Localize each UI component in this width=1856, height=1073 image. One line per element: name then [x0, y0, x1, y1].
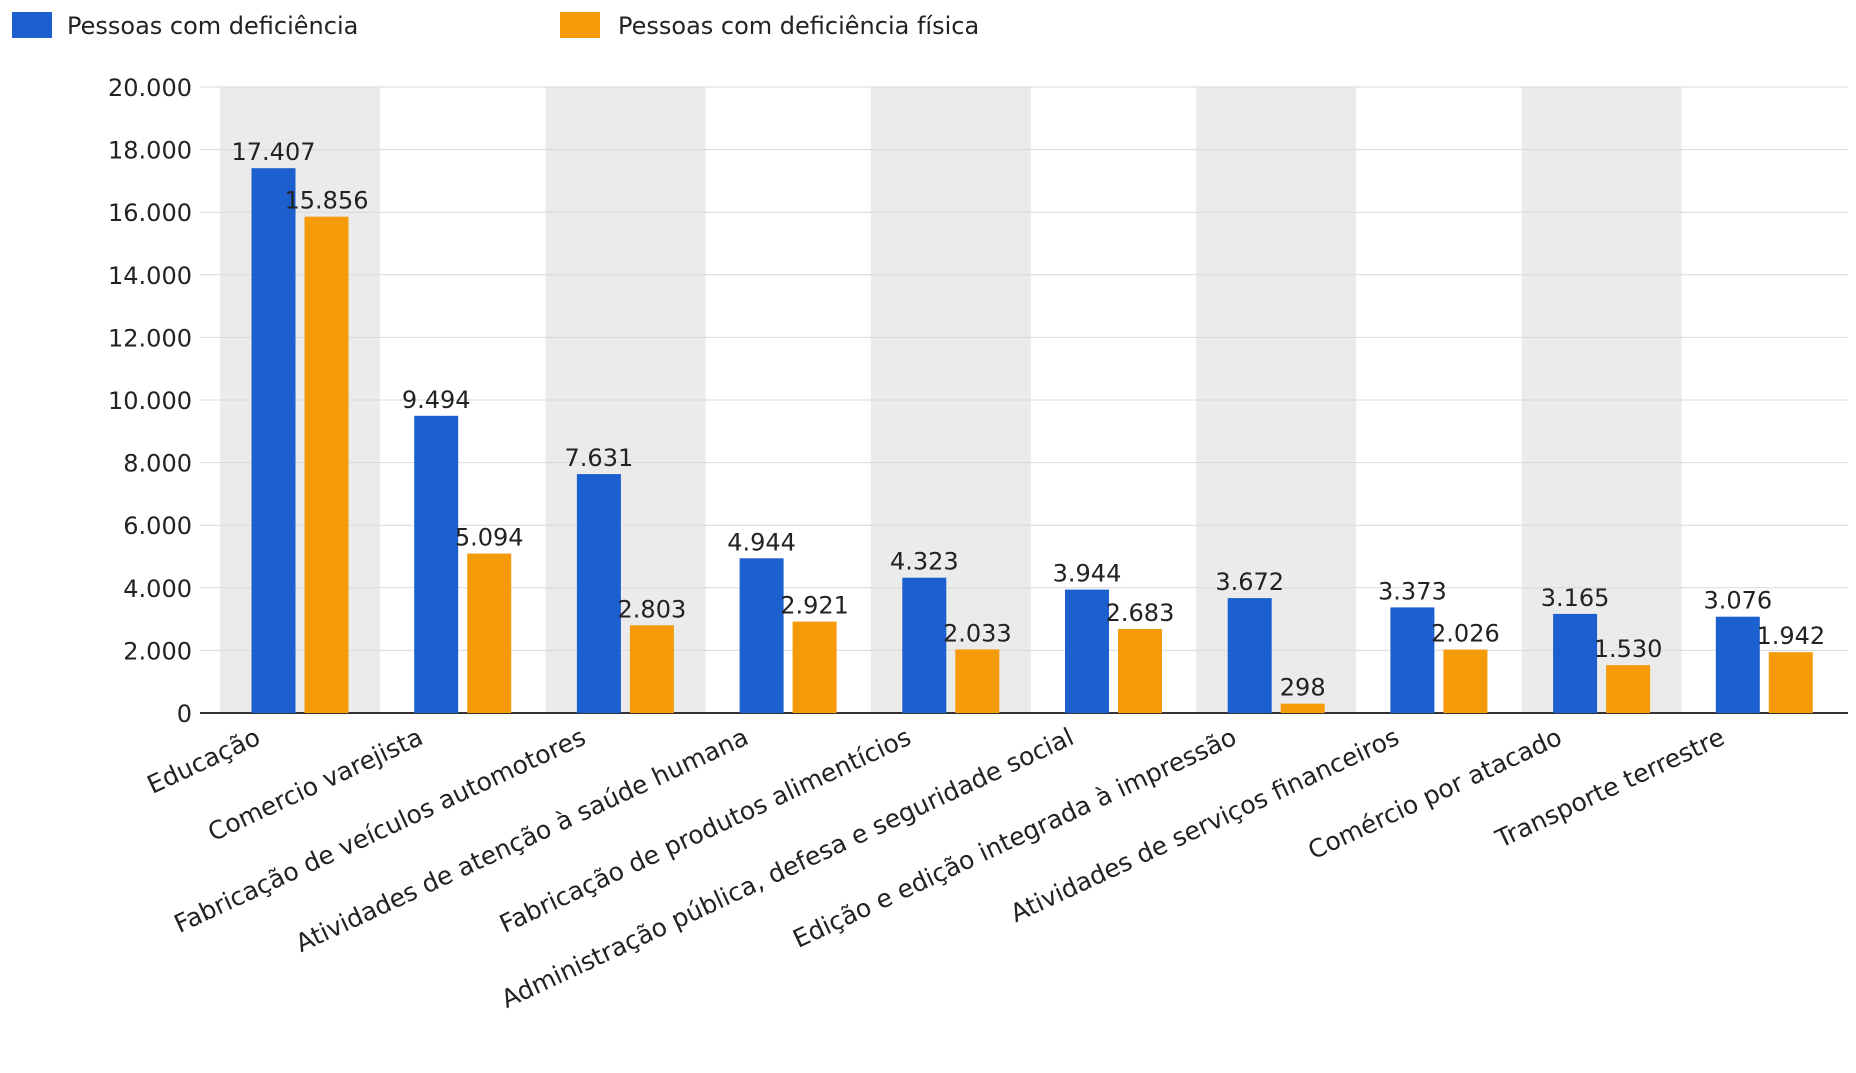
data-label-series-2: 5.094	[455, 524, 524, 552]
bar-series-2	[629, 625, 674, 713]
legend-label-series-1: Pessoas com deficiência	[67, 12, 358, 40]
bar-series-2	[467, 553, 512, 713]
y-tick-label: 4.000	[123, 575, 192, 603]
data-label-series-2: 2.026	[1431, 620, 1500, 648]
data-label-series-1: 7.631	[565, 444, 634, 472]
x-category-label: Educação	[143, 722, 265, 799]
y-tick-label: 6.000	[123, 512, 192, 540]
data-label-series-1: 3.944	[1053, 560, 1122, 588]
bar-series-2	[792, 621, 837, 713]
data-label-series-2: 15.856	[285, 187, 369, 215]
data-label-series-2: 2.033	[943, 619, 1012, 647]
bar-series-1	[1553, 613, 1598, 713]
bar-series-1	[902, 577, 947, 713]
data-label-series-1: 17.407	[232, 138, 316, 166]
data-label-series-2: 2.683	[1106, 599, 1175, 627]
x-category-label: Administração pública, defesa e segurida…	[497, 722, 1078, 1014]
plot-area: 0 2.000 4.000 6.000 8.000 10.000 12.000 14.000 1…	[108, 74, 1848, 1014]
data-label-series-1: 3.373	[1378, 577, 1447, 605]
y-tick-label: 14.000	[108, 262, 192, 290]
legend-swatch-series-1	[12, 12, 52, 38]
data-label-series-1: 3.165	[1541, 584, 1610, 612]
bar-series-2	[955, 649, 1000, 713]
bar-series-2	[1768, 652, 1813, 713]
bar-series-2	[1118, 629, 1162, 713]
bar-series-1	[1715, 616, 1760, 713]
y-tick-label: 2.000	[123, 637, 192, 665]
y-tick-label: 8.000	[123, 450, 192, 478]
bar-series-2	[304, 216, 349, 713]
bar-series-1	[414, 415, 459, 713]
data-label-series-1: 3.076	[1703, 587, 1772, 615]
bar-series-2	[1606, 665, 1651, 713]
bar-series-2	[1280, 703, 1325, 713]
data-label-series-1: 4.323	[890, 548, 959, 576]
legend-label-series-2: Pessoas com deficiência física	[618, 12, 979, 40]
bar-series-1	[251, 168, 296, 713]
data-label-series-2: 1.942	[1756, 622, 1825, 650]
bar-series-1	[1390, 607, 1435, 713]
y-tick-label: 18.000	[108, 137, 192, 165]
data-label-series-1: 3.672	[1215, 568, 1284, 596]
data-label-series-2: 2.921	[780, 592, 849, 620]
y-tick-label: 0	[177, 700, 192, 728]
data-label-series-1: 4.944	[727, 528, 796, 556]
data-label-series-2: 2.803	[618, 595, 687, 623]
y-tick-label: 10.000	[108, 387, 192, 415]
y-tick-label: 16.000	[108, 199, 192, 227]
data-label-series-2: 298	[1280, 674, 1326, 702]
bar-series-1	[1227, 598, 1272, 713]
bar-series-2	[1443, 649, 1488, 713]
bar-series-1	[739, 558, 784, 713]
data-label-series-2: 1.530	[1594, 635, 1663, 663]
bar-series-1	[1065, 589, 1109, 713]
legend: Pessoas com deficiência Pessoas com defi…	[12, 12, 979, 40]
legend-swatch-series-2	[560, 12, 600, 38]
bar-series-1	[576, 474, 621, 713]
data-label-series-1: 9.494	[402, 386, 471, 414]
y-tick-label: 20.000	[108, 74, 192, 102]
y-tick-label: 12.000	[108, 324, 192, 352]
